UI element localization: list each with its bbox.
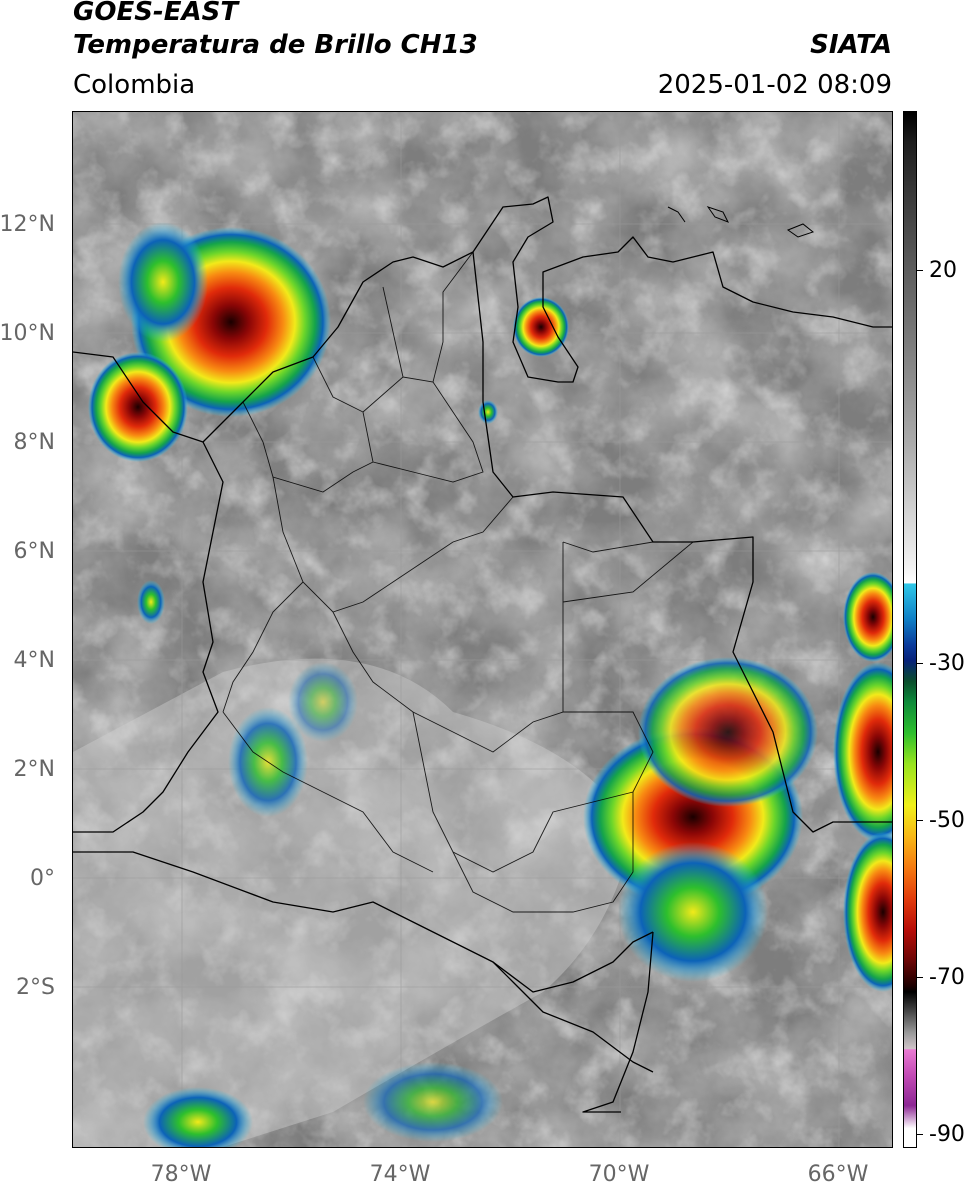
peru-brazil-border <box>582 931 654 1113</box>
bonaire-island <box>786 223 815 238</box>
lon-tick-label: 74°W <box>369 1162 431 1187</box>
convection-cesar <box>478 400 498 424</box>
title-satellite: GOES-EAST <box>73 0 239 27</box>
ecuador-border <box>73 851 654 993</box>
borders <box>73 196 892 1113</box>
colorbar-tick <box>917 1134 923 1135</box>
lon-tick-label: 70°W <box>588 1162 650 1187</box>
lat-tick-label: 10°N <box>0 321 55 346</box>
colorbar-label: 20 <box>929 258 957 283</box>
storm-cell-caribbean-west <box>118 222 208 342</box>
lat-tick-label: 4°N <box>13 648 55 673</box>
islands <box>667 206 815 238</box>
peru-border <box>492 961 654 1073</box>
warm-surface-area <box>73 658 633 1147</box>
colorbar <box>903 111 917 1148</box>
storm-cell-east-edge <box>833 662 892 842</box>
pacific-coastline <box>73 441 224 833</box>
curacao-island <box>706 206 730 223</box>
lat-tick-label: 2°N <box>13 757 55 782</box>
title-product: Temperatura de Brillo CH13 <box>73 30 478 60</box>
colorbar-label: -70 <box>929 965 965 990</box>
satellite-map <box>72 111 893 1148</box>
colorbar-tick <box>917 820 923 821</box>
lat-tick-label: 8°N <box>13 430 55 455</box>
storm-cell-east-lower <box>843 832 892 992</box>
convection-south-central <box>363 1062 503 1142</box>
department-borders <box>222 251 694 913</box>
colorbar-label: -90 <box>929 1122 965 1147</box>
colorbar-tick <box>917 977 923 978</box>
storm-cell-pacific <box>137 580 165 624</box>
lon-tick-label: 66°W <box>807 1162 869 1187</box>
storm-cell-uraba <box>88 352 188 462</box>
colorbar-tick <box>917 270 923 271</box>
convection-south-west <box>143 1087 253 1147</box>
storm-cell-maracaibo <box>513 297 569 357</box>
timestamp-label: 2025-01-02 08:09 <box>657 70 892 100</box>
lat-tick-label: 12°N <box>0 212 55 237</box>
caribbean-coastline <box>73 196 892 443</box>
lat-tick-label: 6°N <box>13 539 55 564</box>
storm-cell-vaupes <box>638 657 818 807</box>
convection-cordillera <box>288 662 358 742</box>
storm-cell-south <box>618 842 768 982</box>
lat-tick-label: 2°S <box>16 975 55 1000</box>
lon-tick-label: 78°W <box>150 1162 212 1187</box>
aruba-island <box>667 206 686 223</box>
region-label: Colombia <box>73 70 196 100</box>
organization-label: SIATA <box>810 30 892 60</box>
storm-cell-east-top <box>843 572 892 662</box>
colorbar-label: -30 <box>929 651 965 676</box>
colorbar-label: -50 <box>929 808 965 833</box>
venezuela-border <box>472 251 892 833</box>
lat-tick-label: 0° <box>30 866 55 891</box>
colorbar-tick <box>917 663 923 664</box>
map-canvas <box>73 112 892 1147</box>
